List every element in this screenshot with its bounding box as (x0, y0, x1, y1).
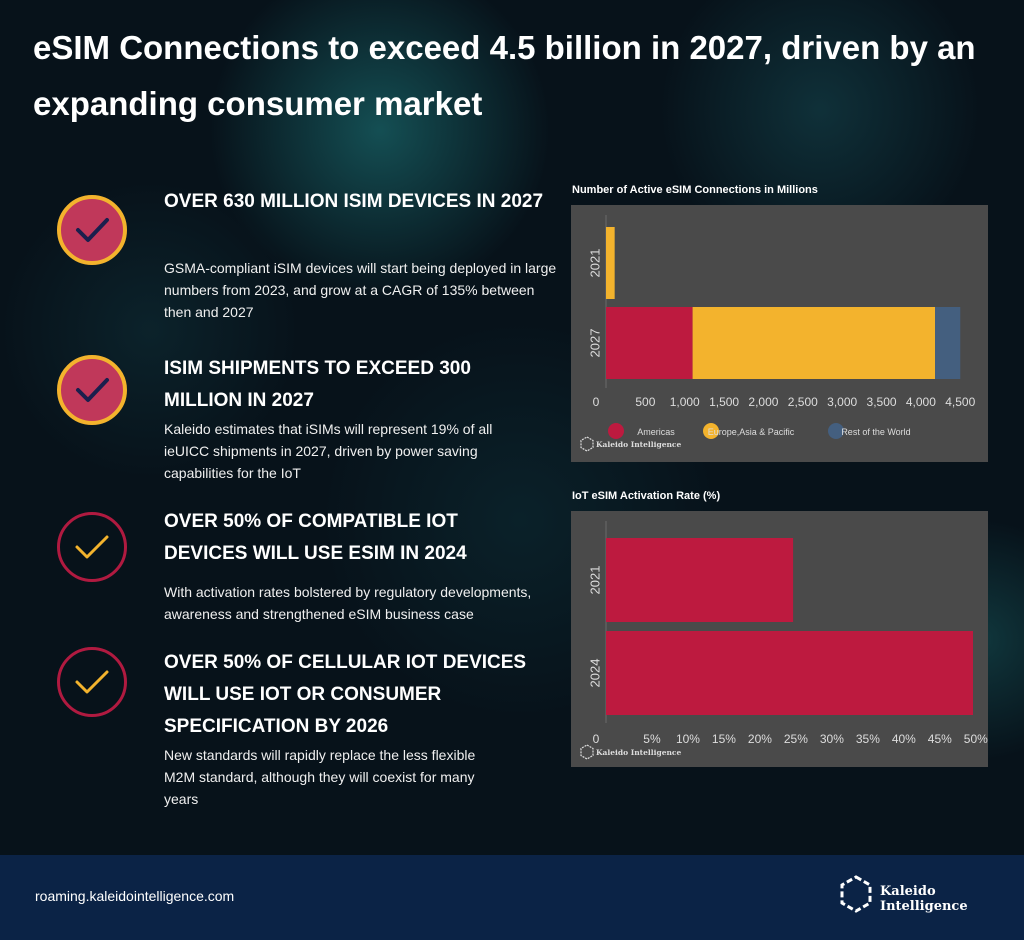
bar-segment (692, 307, 936, 379)
x-tick-label: 3,500 (867, 395, 897, 409)
x-tick-label: 40% (892, 732, 916, 746)
stat-heading: OVER 630 MILLION ISIM DEVICES IN 2027 (164, 191, 544, 212)
legend-label: Rest of the World (841, 427, 910, 437)
x-tick-label: 30% (820, 732, 844, 746)
bar-segment (606, 307, 693, 379)
legend-swatch (828, 423, 844, 439)
x-tick-label: 0 (593, 395, 600, 409)
x-tick-label: 15% (712, 732, 736, 746)
x-tick-label: 25% (784, 732, 808, 746)
category-label: 2024 (587, 659, 602, 688)
checkmark-icon (57, 195, 127, 265)
category-label: 2027 (587, 329, 602, 358)
bar-segment (606, 227, 615, 299)
x-tick-label: 0 (593, 732, 600, 746)
x-tick-label: 3,000 (827, 395, 857, 409)
footer-brand: Kaleido Intelligence (880, 884, 968, 914)
x-tick-label: 500 (635, 395, 655, 409)
stat-heading: ISIM SHIPMENTS TO EXCEED 300 MILLION IN … (164, 358, 471, 411)
x-tick-label: 4,500 (945, 395, 975, 409)
x-tick-label: 1,500 (709, 395, 739, 409)
watermark-text: Kaleido Intelligence (596, 440, 681, 449)
x-tick-label: 2,500 (788, 395, 818, 409)
bar (606, 631, 973, 715)
x-tick-label: 35% (856, 732, 880, 746)
bar-segment (935, 307, 961, 379)
footer-url[interactable]: roaming.kaleidointelligence.com (35, 888, 235, 904)
stat-body: Kaleido estimates that iSIMs will repres… (164, 421, 493, 481)
x-tick-label: 5% (643, 732, 661, 746)
page-title: eSIM Connections to exceed 4.5 billion i… (33, 29, 976, 122)
checkmark-icon (57, 647, 127, 717)
legend-swatch (703, 423, 719, 439)
category-label: 2021 (587, 566, 602, 595)
connections-chart: 2021 2027 0 500 1,000 1,500 2,000 2,500 3,000 3,5… (571, 205, 988, 462)
x-tick-label: 45% (928, 732, 952, 746)
category-label: 2021 (587, 249, 602, 278)
checkmark-icon (57, 512, 127, 582)
connections-chart-svg: 2021 2027 0 500 1,000 1,500 2,000 2,500 3,000 3,5… (580, 215, 976, 452)
stat-body: GSMA-compliant iSIM devices will start b… (164, 260, 557, 320)
x-tick-label: 4,000 (906, 395, 936, 409)
stat-body: New standards will rapidly replace the l… (164, 747, 476, 807)
bar (606, 538, 794, 622)
legend-swatch (608, 423, 624, 439)
watermark-text: Kaleido Intelligence (596, 748, 681, 757)
watermark-logo-icon (580, 744, 594, 760)
x-tick-label: 20% (748, 732, 772, 746)
x-tick-label: 2,000 (748, 395, 778, 409)
chart-title: Number of Active eSIM Connections in Mil… (572, 184, 818, 196)
checkmark-icon (57, 355, 127, 425)
x-tick-label: 10% (676, 732, 700, 746)
x-tick-label: 50% (964, 732, 988, 746)
stat-body: With activation rates bolstered by regul… (164, 584, 532, 622)
chart-title: IoT eSIM Activation Rate (%) (572, 490, 721, 502)
x-tick-label: 1,000 (670, 395, 700, 409)
activation-rate-chart: 2021 2024 0 5% 10% 15% 20% 25% 30% 35% 40% 45% 50% Ka… (571, 511, 988, 767)
activation-rate-chart-svg: 2021 2024 0 5% 10% 15% 20% 25% 30% 35% 40% 45% 50% Ka… (580, 521, 988, 760)
kaleido-logo-icon (840, 875, 872, 913)
legend-label: Europe,Asia & Pacific (708, 427, 795, 437)
stat-heading: OVER 50% OF CELLULAR IOT DEVICES WILL US… (164, 652, 527, 737)
legend-label: Americas (637, 427, 675, 437)
stat-heading: OVER 50% OF COMPATIBLE IOT DEVICES WILL … (164, 511, 467, 564)
watermark-logo-icon (580, 436, 594, 452)
footer: roaming.kaleidointelligence.com (0, 855, 1024, 940)
